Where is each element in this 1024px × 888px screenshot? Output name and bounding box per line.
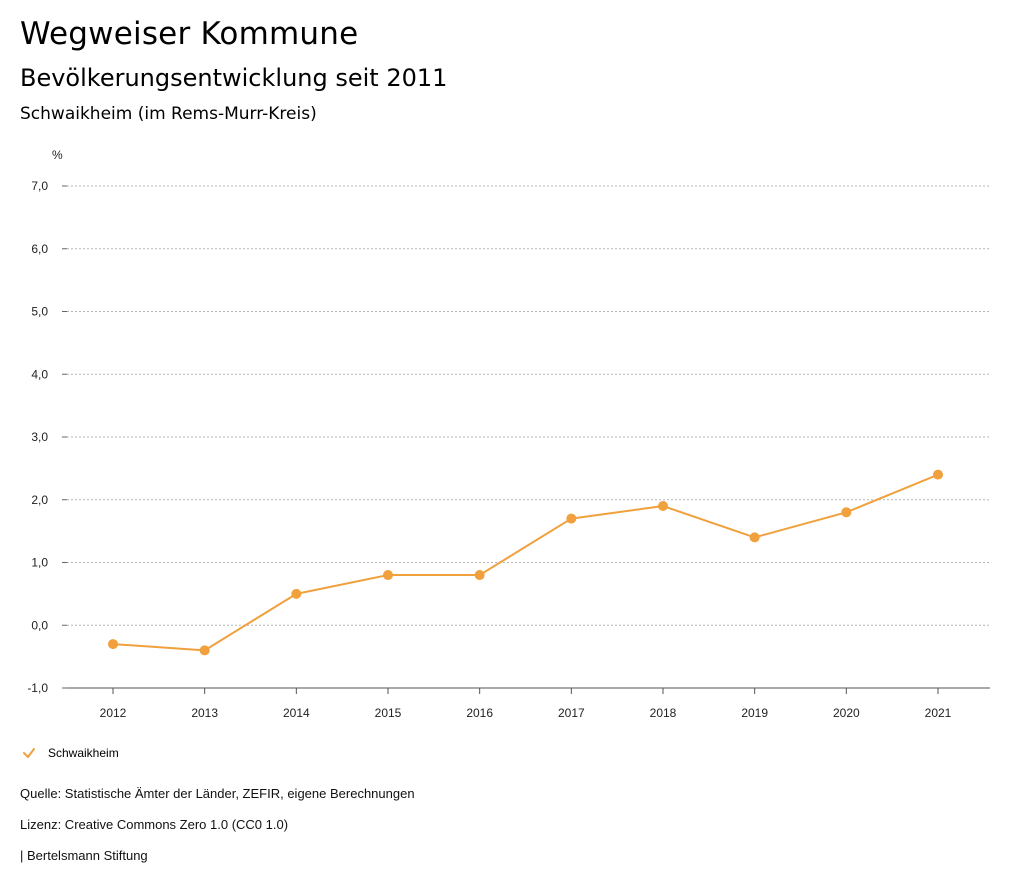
- page-title: Wegweiser Kommune: [20, 16, 359, 52]
- y-tick-label: 2,0: [31, 493, 48, 507]
- region-label: Schwaikheim (im Rems-Murr-Kreis): [20, 104, 317, 124]
- series-line-schwaikheim: [112, 473, 939, 652]
- data-point[interactable]: [841, 507, 852, 518]
- x-tick-label: 2015: [375, 706, 402, 720]
- y-tick-label: 0,0: [31, 618, 48, 632]
- x-tick-label: 2018: [650, 706, 677, 720]
- y-tick-label: 5,0: [31, 305, 48, 319]
- x-tick-label: 2021: [925, 706, 952, 720]
- x-tick-label: 2019: [741, 706, 768, 720]
- x-tick-label: 2016: [466, 706, 493, 720]
- x-tick-label: 2020: [833, 706, 860, 720]
- source-note: Quelle: Statistische Ämter der Länder, Z…: [20, 786, 415, 801]
- y-tick-label: -1,0: [27, 681, 48, 695]
- line-chart: % -1,0 0,0 1,0 2,0 3,0 4,0 5,0 6,0 7,0 2012 2013 2…: [27, 148, 990, 720]
- data-point[interactable]: [658, 501, 668, 512]
- data-point[interactable]: [108, 639, 118, 650]
- data-point[interactable]: [383, 570, 393, 581]
- legend[interactable]: Schwaikheim: [22, 746, 119, 760]
- license-note: Lizenz: Creative Commons Zero 1.0 (CC0 1…: [20, 817, 289, 832]
- y-tick-label: 1,0: [31, 556, 48, 570]
- x-tick-label: 2012: [100, 706, 127, 720]
- legend-label: Schwaikheim: [48, 746, 119, 760]
- legend-check-icon: [23, 748, 35, 758]
- x-tick-label: 2017: [558, 706, 585, 720]
- chart-subtitle: Bevölkerungsentwicklung seit 2011: [20, 64, 448, 92]
- data-point[interactable]: [474, 570, 485, 581]
- data-point[interactable]: [566, 513, 577, 524]
- y-tick-label: 3,0: [31, 430, 48, 444]
- y-tick-label: 6,0: [31, 242, 48, 256]
- y-tick-label: 4,0: [31, 367, 48, 381]
- x-tick-label: 2013: [191, 706, 218, 720]
- data-point[interactable]: [933, 469, 943, 480]
- data-point[interactable]: [291, 588, 302, 599]
- y-axis-unit: %: [52, 148, 63, 162]
- x-tick-label: 2014: [283, 706, 310, 720]
- y-tick-label: 7,0: [31, 179, 48, 193]
- publisher-note: | Bertelsmann Stiftung: [20, 848, 148, 863]
- data-point[interactable]: [199, 645, 210, 656]
- data-point[interactable]: [749, 532, 760, 543]
